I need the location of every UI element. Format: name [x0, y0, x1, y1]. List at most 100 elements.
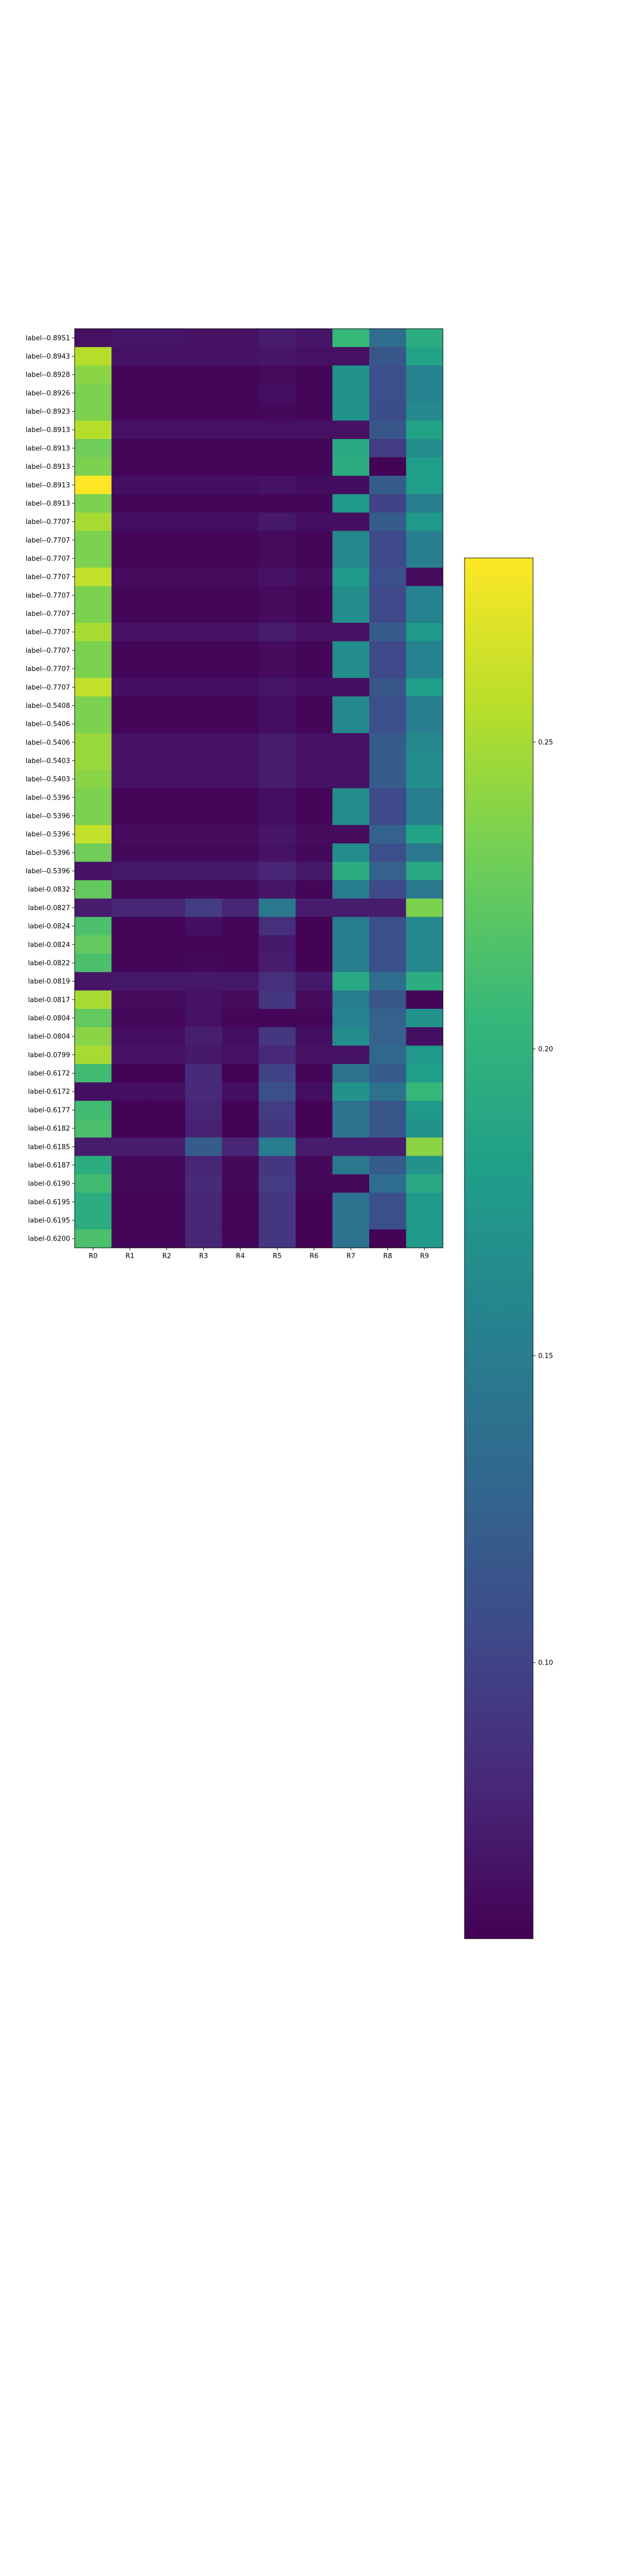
- heatmap-cell: [259, 1027, 296, 1046]
- heatmap-cell: [111, 1174, 149, 1193]
- heatmap-cell: [75, 733, 112, 752]
- heatmap-cell: [75, 1100, 112, 1120]
- heatmap-cell: [148, 457, 186, 477]
- heatmap-cell: [296, 365, 333, 384]
- heatmap-cell: [222, 549, 260, 568]
- heatmap-cell: [75, 659, 112, 679]
- heatmap-cell: [75, 861, 112, 880]
- heatmap-cell: [296, 384, 333, 403]
- heatmap-cell: [369, 770, 407, 789]
- heatmap-cell: [75, 806, 112, 825]
- heatmap-cell: [369, 917, 407, 936]
- heatmap-cell: [406, 917, 443, 936]
- heatmap-cell: [296, 861, 333, 880]
- heatmap-cell: [332, 1100, 370, 1120]
- heatmap-cell: [259, 1229, 296, 1248]
- heatmap-cell: [296, 586, 333, 605]
- heatmap-cell: [75, 384, 112, 403]
- heatmap-cell: [369, 696, 407, 715]
- heatmap-cell: [332, 549, 370, 568]
- heatmap-cell: [222, 1045, 260, 1064]
- heatmap-cell: [406, 439, 443, 458]
- heatmap-cell: [111, 825, 149, 844]
- heatmap-cell: [406, 935, 443, 954]
- heatmap-cell: [111, 990, 149, 1009]
- heatmap-cell: [259, 861, 296, 880]
- x-tick-label: R3: [199, 1252, 208, 1260]
- heatmap-cell: [369, 899, 407, 918]
- heatmap-cell: [148, 476, 186, 495]
- heatmap-cell: [406, 806, 443, 825]
- heatmap-cell: [369, 1211, 407, 1230]
- heatmap-cell: [111, 365, 149, 384]
- heatmap-cell: [259, 696, 296, 715]
- heatmap-cell: [111, 751, 149, 770]
- heatmap-cell: [369, 1100, 407, 1120]
- heatmap-cell: [75, 677, 112, 697]
- heatmap-cell: [332, 1229, 370, 1248]
- heatmap-cell: [259, 715, 296, 734]
- heatmap-cell: [406, 1156, 443, 1175]
- heatmap-cell: [332, 880, 370, 899]
- heatmap-cell: [148, 677, 186, 697]
- heatmap-cell: [332, 751, 370, 770]
- heatmap-cell: [75, 770, 112, 789]
- y-tick-label: label--0.8913: [26, 500, 70, 507]
- heatmap-cell: [185, 347, 222, 366]
- heatmap-cell: [185, 402, 222, 421]
- heatmap-cell: [296, 512, 333, 532]
- heatmap-cell: [185, 972, 222, 991]
- y-tick-label: label-0.6200: [28, 1235, 70, 1243]
- heatmap-cell: [148, 1119, 186, 1138]
- heatmap-cell: [296, 880, 333, 899]
- heatmap-cell: [259, 1192, 296, 1212]
- heatmap-cell: [222, 604, 260, 623]
- heatmap-cell: [185, 329, 222, 348]
- heatmap-cell: [406, 512, 443, 532]
- heatmap-cell: [185, 990, 222, 1009]
- y-tick-label: label-0.0804: [28, 1033, 70, 1041]
- heatmap-cell: [406, 861, 443, 880]
- heatmap-cell: [222, 1119, 260, 1138]
- heatmap-cell: [332, 1174, 370, 1193]
- heatmap-cell: [406, 365, 443, 384]
- heatmap-cell: [75, 696, 112, 715]
- heatmap-cell: [185, 954, 222, 973]
- heatmap-cell: [148, 586, 186, 605]
- heatmap-cell: [148, 899, 186, 918]
- heatmap-cell: [369, 329, 407, 348]
- heatmap-cell: [259, 476, 296, 495]
- y-tick-label: label--0.7707: [26, 684, 70, 691]
- y-tick-label: label--0.5403: [26, 776, 70, 784]
- heatmap-cell: [332, 604, 370, 623]
- heatmap-cell: [332, 476, 370, 495]
- heatmap-cell: [75, 641, 112, 660]
- heatmap-cell: [185, 549, 222, 568]
- heatmap-cell: [222, 880, 260, 899]
- heatmap-cell: [75, 1156, 112, 1175]
- heatmap-cell: [111, 1229, 149, 1248]
- heatmap-cell: [259, 917, 296, 936]
- heatmap-cell: [259, 384, 296, 403]
- heatmap-cell: [222, 439, 260, 458]
- heatmap-cell: [148, 715, 186, 734]
- heatmap-cell: [222, 715, 260, 734]
- heatmap-cell: [259, 531, 296, 550]
- y-tick-label: label--0.5396: [26, 794, 70, 802]
- heatmap-cell: [332, 899, 370, 918]
- heatmap-cell: [222, 990, 260, 1009]
- heatmap-cell: [296, 1156, 333, 1175]
- heatmap-cell: [369, 439, 407, 458]
- heatmap-cell: [296, 531, 333, 550]
- heatmap-cell: [369, 641, 407, 660]
- heatmap-cell: [111, 843, 149, 862]
- heatmap-cell: [369, 494, 407, 513]
- heatmap-cell: [75, 531, 112, 550]
- y-tick-label: label--0.8928: [26, 371, 70, 379]
- heatmap-cell: [148, 733, 186, 752]
- heatmap-cell: [148, 1229, 186, 1248]
- heatmap-cell: [222, 1100, 260, 1120]
- heatmap-cell: [369, 861, 407, 880]
- heatmap-cell: [332, 402, 370, 421]
- y-tick-label: label--0.5396: [26, 831, 70, 839]
